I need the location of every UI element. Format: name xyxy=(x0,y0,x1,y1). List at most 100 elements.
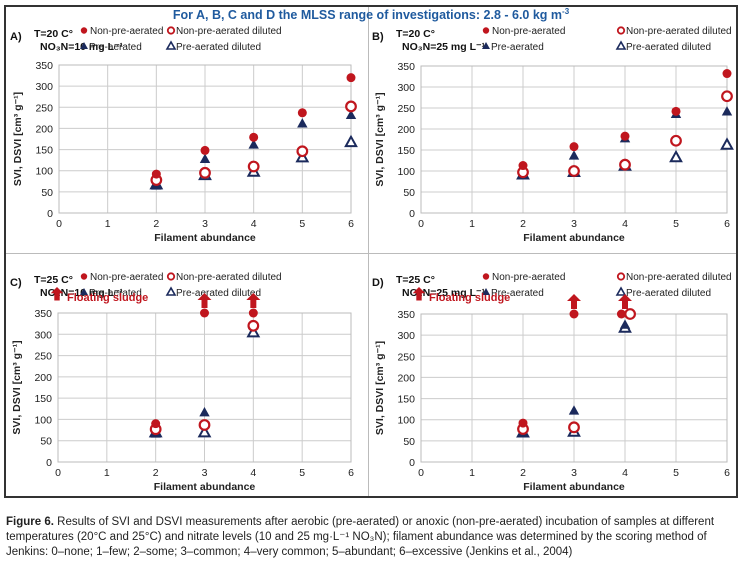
panel-d-legend-floating-sludge: Floating sludge xyxy=(429,292,510,304)
panel-a-point-filled-triangle xyxy=(248,139,259,149)
panel-a-point-filled-triangle xyxy=(199,153,211,164)
panel-d-condition-temp: T=25 C° xyxy=(396,274,435,286)
panel-c-point-open-circle xyxy=(198,419,211,431)
panel-b-point-filled-circle xyxy=(620,131,630,141)
panel-d-ytick-label: 100 xyxy=(397,415,415,427)
panel-b-ytick-label: 350 xyxy=(397,61,415,73)
panel-d-xlabel: Filament abundance xyxy=(523,481,625,493)
panel-a-legend-non-pre-aerated: Non-pre-aerated xyxy=(90,26,163,37)
panel-b-xtick-label: 2 xyxy=(520,218,526,230)
panel-b-legend-pre-aerated: Pre-aerated xyxy=(491,42,544,53)
panel-d-xtick-label: 6 xyxy=(724,467,730,479)
panel-a-legend-non-pre-aerated-diluted: Non-pre-aerated diluted xyxy=(176,26,282,37)
panel-d-ytick-label: 250 xyxy=(397,351,415,363)
panel-b-legend-pre-aerated-diluted: Pre-aerated diluted xyxy=(626,42,711,53)
panel-d-point-filled-triangle xyxy=(619,319,631,329)
panel-b-point-filled-triangle xyxy=(568,150,580,160)
panel-d-ytick-label: 350 xyxy=(397,309,415,321)
panel-b-ytick-label: 300 xyxy=(397,82,415,94)
panel-b-label: B) xyxy=(372,31,384,43)
panel-a-ytick-label: 200 xyxy=(35,123,53,135)
panel-d-ytick-label: 200 xyxy=(397,372,415,384)
panel-c-label: C) xyxy=(10,277,22,289)
panel-a-point-filled-circle xyxy=(297,108,307,118)
panel-c-point-filled-circle xyxy=(151,419,161,429)
panel-a-ytick-label: 150 xyxy=(35,145,53,157)
panel-b-ytick-label: 50 xyxy=(403,187,415,199)
panel-a-point-open-circle xyxy=(296,145,309,158)
caption-text: Results of SVI and DSVI measurements aft… xyxy=(6,516,715,558)
panel-a-xtick-label: 6 xyxy=(348,218,354,230)
panel-d-point-open-circle xyxy=(568,421,580,434)
panel-b-ytick-label: 250 xyxy=(397,103,415,115)
panel-d-legend-floating-arrow-icon xyxy=(412,287,426,301)
panel-b-xtick-label: 6 xyxy=(724,218,730,230)
panel-b-point-filled-circle xyxy=(671,106,681,116)
panel-a-point-open-triangle xyxy=(344,134,358,148)
panel-b-legend-non-pre-aerated-diluted: Non-pre-aerated diluted xyxy=(626,26,732,37)
panel-a-legend-open-circle-icon xyxy=(166,26,176,35)
panel-d-ytick-label: 50 xyxy=(403,436,415,448)
panel-c-floating-arrow-icon xyxy=(197,293,212,308)
panel-b-point-open-circle xyxy=(619,158,631,171)
panel-c-xtick-label: 6 xyxy=(348,467,354,479)
panel-a-point-filled-circle xyxy=(151,169,161,179)
panel-d-ytick-label: 150 xyxy=(397,394,415,406)
panel-a-xtick-label: 2 xyxy=(153,218,159,230)
panel-a-ytick-label: 300 xyxy=(35,81,53,93)
panel-b-ytick-label: 100 xyxy=(397,166,415,178)
panel-a-ytick-label: 50 xyxy=(41,187,53,199)
panel-b-point-filled-circle xyxy=(569,142,579,152)
panel-b-legend-open-circle-icon xyxy=(616,26,626,35)
horizontal-divider xyxy=(6,253,736,254)
panel-a-legend-filled-circle-icon xyxy=(80,27,88,34)
panel-b-xtick-label: 5 xyxy=(673,218,679,230)
panel-c-xtick-label: 2 xyxy=(153,467,159,479)
caption-label: Figure 6. xyxy=(6,516,54,528)
panel-c-ytick-label: 300 xyxy=(34,329,52,341)
panel-d-legend-open-circle-icon xyxy=(616,272,626,281)
panel-b-point-open-circle xyxy=(670,134,682,147)
panel-d-condition-nitrate: NO₃N=25 mg L⁻¹ xyxy=(402,287,486,299)
panel-d-xtick-label: 5 xyxy=(673,467,679,479)
panel-c-legend-filled-circle-icon xyxy=(80,273,88,280)
panel-d-point-open-circle xyxy=(624,308,636,320)
panel-c-legend-non-pre-aerated: Non-pre-aerated xyxy=(90,272,163,283)
panel-d-xtick-label: 2 xyxy=(520,467,526,479)
panel-b-xlabel: Filament abundance xyxy=(523,232,625,244)
panel-a-legend-open-triangle-icon xyxy=(165,40,177,50)
panel-b-condition-temp: T=20 C° xyxy=(396,28,435,40)
panel-c-ytick-label: 250 xyxy=(34,351,52,363)
panel-d-point-filled-circle xyxy=(569,309,579,319)
panel-a-xtick-label: 0 xyxy=(56,218,62,230)
panel-a-ytick-label: 250 xyxy=(35,102,53,114)
panel-c-ylabel: SVI, DSVI [cm³ g⁻¹] xyxy=(11,340,23,434)
figure-frame xyxy=(4,5,738,498)
vertical-divider xyxy=(368,7,369,496)
panel-c-floating-arrow-icon xyxy=(246,293,261,308)
panel-a-condition-temp: T=20 C° xyxy=(34,28,73,40)
panel-d-floating-arrow-icon xyxy=(618,294,632,309)
panel-a-point-filled-triangle xyxy=(297,118,308,128)
panel-c-point-filled-circle xyxy=(200,308,209,318)
panel-a-ylabel: SVI, DSVI [cm³ g⁻¹] xyxy=(12,92,24,186)
panel-c-xtick-label: 4 xyxy=(250,467,256,479)
panel-d-legend-open-triangle-icon xyxy=(615,286,627,296)
main-title-text: For A, B, C and D the MLSS range of inve… xyxy=(172,8,563,23)
panel-d-xtick-label: 4 xyxy=(622,467,628,479)
panel-a-legend-pre-aerated: Pre-aerated xyxy=(89,42,142,53)
panel-b-legend-filled-circle-icon xyxy=(482,27,490,34)
panel-a-ytick-label: 350 xyxy=(35,60,53,72)
panel-c-ytick-label: 350 xyxy=(34,308,52,320)
panel-b-point-filled-triangle xyxy=(721,106,733,116)
panel-d-legend-filled-circle-icon xyxy=(482,273,490,280)
panel-b-condition-nitrate: NO₃N=25 mg L⁻¹ xyxy=(402,41,486,53)
panel-d-point-filled-circle xyxy=(616,309,626,319)
panel-a-ytick-label: 0 xyxy=(47,208,53,220)
panel-c-legend-open-circle-icon xyxy=(166,272,176,281)
panel-c-legend-open-triangle-icon xyxy=(165,286,177,296)
panel-d-legend-non-pre-aerated: Non-pre-aerated xyxy=(492,272,565,283)
panel-c-legend-pre-aerated: Pre-aerated xyxy=(89,288,142,299)
panel-a-xtick-label: 3 xyxy=(202,218,208,230)
